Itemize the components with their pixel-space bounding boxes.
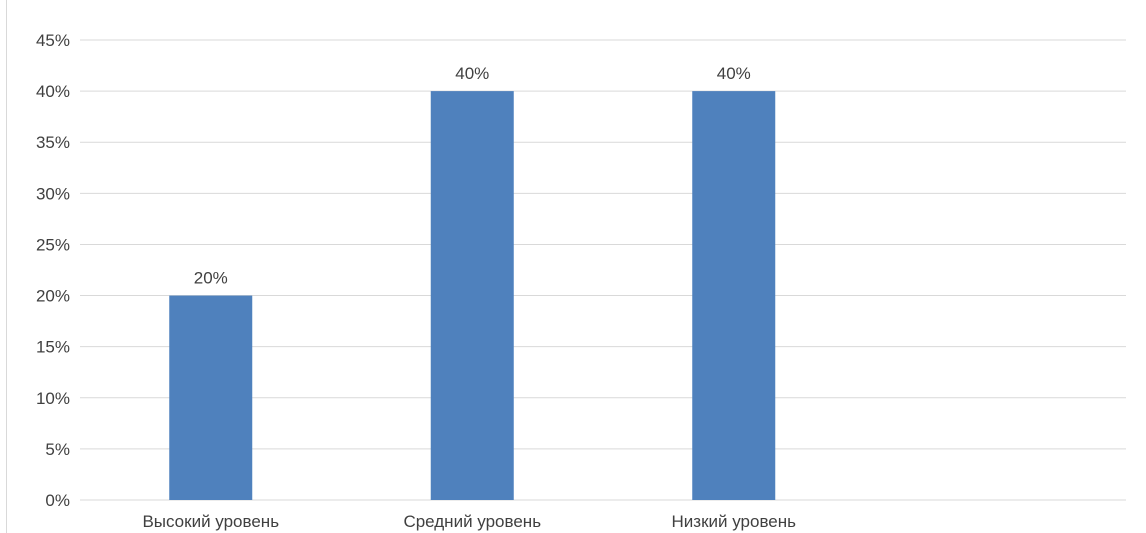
chart-frame-left-edge — [6, 0, 7, 533]
y-tick-label: 45% — [36, 31, 70, 50]
bars — [169, 91, 776, 500]
y-tick-label: 0% — [45, 491, 70, 510]
bar-data-label: 40% — [717, 64, 751, 83]
bar — [430, 91, 514, 500]
y-tick-label: 15% — [36, 338, 70, 357]
y-tick-label: 35% — [36, 133, 70, 152]
x-category-label: Высокий уровень — [142, 512, 279, 531]
data-labels: 20% 40% 40% — [194, 64, 751, 287]
x-axis-category-labels: Высокий уровень Средний уровень Низкий уро… — [142, 512, 796, 531]
y-tick-label: 40% — [36, 82, 70, 101]
bar — [169, 295, 253, 500]
y-tick-label: 30% — [36, 184, 70, 203]
bar — [692, 91, 776, 500]
x-category-label: Низкий уровень — [672, 512, 797, 531]
bar-data-label: 20% — [194, 269, 228, 288]
x-category-label: Средний уровень — [403, 512, 541, 531]
y-axis-tick-labels: 0% 5% 10% 15% 20% 25% 30% 35% 40% 45% — [36, 31, 70, 510]
y-tick-label: 5% — [45, 440, 70, 459]
gridlines — [80, 39, 1126, 501]
y-tick-label: 20% — [36, 287, 70, 306]
y-tick-label: 10% — [36, 389, 70, 408]
y-tick-label: 25% — [36, 235, 70, 254]
bar-data-label: 40% — [455, 64, 489, 83]
